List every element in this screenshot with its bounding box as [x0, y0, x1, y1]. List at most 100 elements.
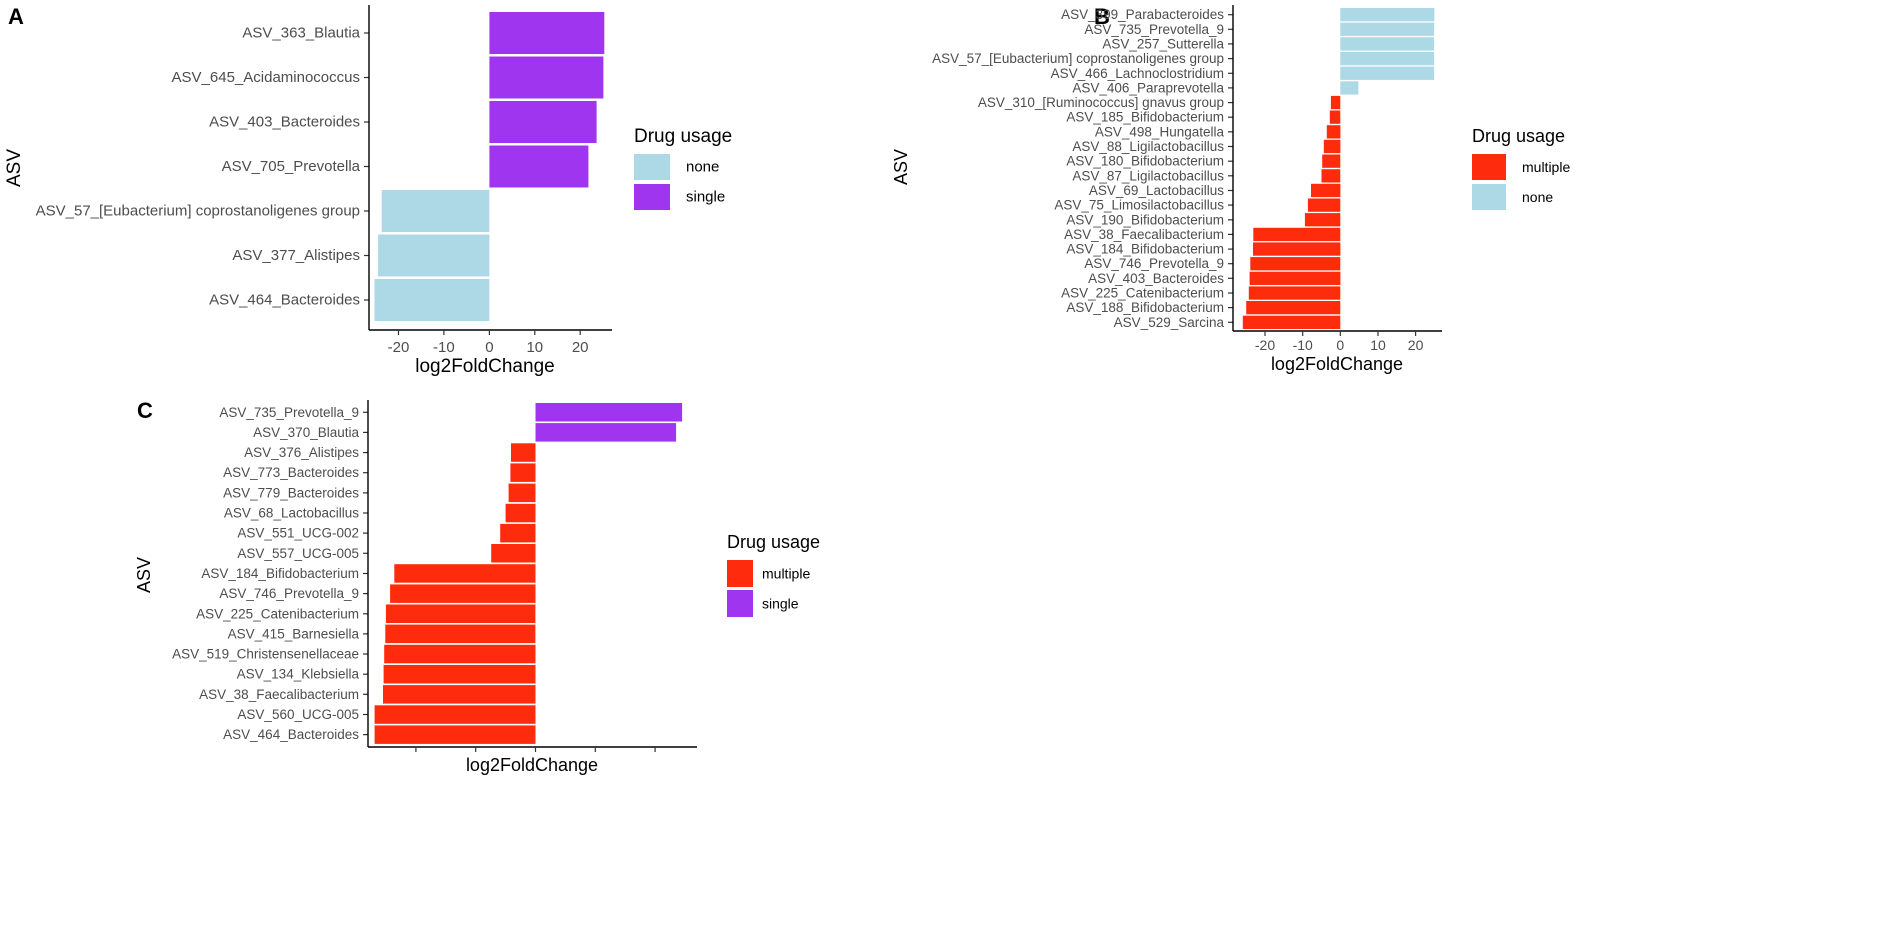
- panel-c-bar: [535, 423, 677, 442]
- panel-a-bar: [489, 12, 605, 54]
- panel-c-category-label: ASV_464_Bacteroides: [223, 727, 359, 742]
- panel-b-category-label: ASV_185_Bifidobacterium: [1066, 110, 1224, 125]
- panel-c-letter: C: [137, 398, 153, 423]
- panel-c-bar: [390, 584, 536, 603]
- panel-c-category-label: ASV_560_UCG-005: [237, 707, 359, 722]
- panel-c-bar: [505, 503, 536, 523]
- panel-b-category-label: ASV_529_Sarcina: [1114, 315, 1225, 330]
- panel-a-x-tick-label: 20: [572, 339, 589, 356]
- panel-b-bar: [1340, 37, 1435, 51]
- panel-b-x-tick-label: -10: [1293, 337, 1313, 353]
- panel-a-legend-title: Drug usage: [634, 126, 732, 147]
- panel-c-bar: [384, 644, 536, 664]
- panel-c-bar: [500, 523, 536, 543]
- panel-c-category-label: ASV_184_Bifidobacterium: [201, 566, 359, 581]
- panel-b-bar: [1340, 8, 1435, 22]
- panel-c-category-label: ASV_68_Lactobacillus: [224, 506, 359, 521]
- panel-c-category-label: ASV_746_Prevotella_9: [219, 586, 359, 601]
- panel-b-category-label: ASV_466_Lachnoclostridium: [1051, 66, 1224, 81]
- panel-b-bar: [1246, 301, 1341, 315]
- panel-b-category-label: ASV_69_Lactobacillus: [1089, 183, 1224, 198]
- panel-c-bar: [383, 665, 536, 684]
- panel-b-category-label: ASV_498_Hungatella: [1095, 124, 1225, 139]
- panel-b-bar: [1311, 183, 1341, 198]
- panel-c: C ASV_735_Prevotella_9 ASV_370_Blautia ASV_…: [134, 398, 820, 775]
- panel-a-bar: [489, 145, 589, 188]
- panel-b-bar: [1340, 52, 1435, 66]
- panel-a-category-label: ASV_57_[Eubacterium] coprostanoligenes g…: [36, 203, 360, 220]
- panel-b-bar: [1329, 110, 1341, 124]
- panel-a-category-label: ASV_403_Bacteroides: [209, 114, 360, 131]
- panel-b-bar: [1330, 95, 1341, 110]
- panel-a-category-label: ASV_363_Blautia: [242, 25, 360, 42]
- panel-a-legend-key-single: [634, 184, 670, 210]
- panel-c-bar: [383, 685, 536, 704]
- panel-b-legend-title: Drug usage: [1472, 126, 1565, 146]
- panel-a: A ASV_363_Blautia ASV_645_Acidaminococcus A…: [4, 4, 732, 377]
- panel-c-category-label: ASV_370_Blautia: [253, 425, 359, 440]
- panel-a-bar: [378, 234, 490, 277]
- panel-a-category-label: ASV_464_Bacteroides: [209, 292, 360, 309]
- panel-c-category-label: ASV_519_Christensenellaceae: [172, 647, 359, 662]
- panel-b-bar: [1323, 139, 1341, 154]
- panel-c-legend-label: single: [762, 596, 799, 612]
- panel-c-category-label: ASV_551_UCG-002: [237, 526, 359, 541]
- panel-c-bar: [374, 725, 536, 744]
- panel-a-legend-label: none: [686, 159, 719, 176]
- panel-b-x-tick-label: 20: [1408, 337, 1424, 353]
- panel-b-x-axis-title: log2FoldChange: [1271, 354, 1403, 374]
- panel-b-category-label: ASV_180_Bifidobacterium: [1066, 154, 1224, 169]
- panel-c-bar: [394, 564, 536, 583]
- panel-a-bar: [489, 56, 604, 99]
- panel-a-category-label: ASV_377_Alistipes: [232, 247, 360, 264]
- panel-b-x-tick-label: 0: [1336, 337, 1344, 353]
- panel-b-legend-label: multiple: [1522, 159, 1570, 175]
- panel-c-category-label: ASV_376_Alistipes: [244, 445, 359, 460]
- panel-b-bar: [1307, 198, 1341, 212]
- panel-c-category-label: ASV_735_Prevotella_9: [219, 405, 359, 420]
- panel-b-legend: Drug usage multiple none: [1472, 126, 1570, 210]
- panel-c-category-label: ASV_225_Catenibacterium: [196, 606, 359, 621]
- panel-c-bar: [510, 463, 536, 482]
- panel-b-legend-key-none: [1472, 184, 1506, 210]
- panel-c-bar: [374, 705, 536, 724]
- panel-a-category-label: ASV_705_Prevotella: [222, 158, 361, 175]
- panel-b-bar: [1248, 286, 1341, 300]
- panel-b-legend-label: none: [1522, 189, 1553, 205]
- panel-c-legend-key-multiple: [727, 560, 753, 587]
- panel-b-legend-key-multiple: [1472, 154, 1506, 180]
- panel-c-x-axis-title: log2FoldChange: [466, 755, 598, 775]
- panel-b-category-label: ASV_57_[Eubacterium] coprostanoligenes g…: [932, 51, 1224, 66]
- panel-c-category-label: ASV_557_UCG-005: [237, 546, 359, 561]
- panel-b-bar: [1340, 66, 1435, 80]
- panel-a-y-axis-title: ASV: [4, 149, 25, 187]
- panel-c-bar: [491, 544, 536, 563]
- panel-b-category-label: ASV_257_Sutterella: [1102, 36, 1224, 51]
- panel-b-category-label: ASV_406_Paraprevotella: [1072, 80, 1224, 95]
- panel-b-category-label: ASV_735_Prevotella_9: [1084, 22, 1224, 37]
- panel-b-bar: [1321, 169, 1341, 183]
- panel-a-bar: [374, 279, 490, 321]
- panel-b-bar: [1249, 271, 1341, 285]
- panel-b-category-label: ASV_184_Bifidobacterium: [1066, 242, 1224, 257]
- panel-c-legend: Drug usage multiple single: [727, 532, 820, 617]
- panel-a-category-label: ASV_645_Acidaminococcus: [172, 69, 360, 86]
- panel-b-bar: [1242, 315, 1341, 329]
- panel-a-x-tick-label: 0: [485, 339, 493, 356]
- panel-b-category-label: ASV_399_Parabacteroides: [1061, 7, 1224, 22]
- panel-c-category-label: ASV_38_Faecalibacterium: [199, 687, 359, 702]
- panel-b-category-label: ASV_188_Bifidobacterium: [1066, 300, 1224, 315]
- panel-b-bar: [1340, 22, 1435, 36]
- panel-c-category-label: ASV_773_Bacteroides: [223, 465, 359, 480]
- panel-b-category-label: ASV_746_Prevotella_9: [1084, 256, 1224, 271]
- panel-a-legend-label: single: [686, 189, 725, 206]
- panel-a-x-tick-label: -10: [433, 339, 455, 356]
- panel-b-category-label: ASV_310_[Ruminococcus] gnavus group: [978, 95, 1224, 110]
- panel-b-x-tick-label: 10: [1370, 337, 1386, 353]
- panel-b-category-label: ASV_75_Limosilactobacillus: [1054, 198, 1224, 213]
- panel-b-bar: [1326, 125, 1341, 139]
- panel-c-legend-label: multiple: [762, 566, 810, 582]
- panel-b-category-label: ASV_87_Ligilactobacillus: [1072, 168, 1224, 183]
- panel-c-category-label: ASV_415_Barnesiella: [228, 626, 360, 641]
